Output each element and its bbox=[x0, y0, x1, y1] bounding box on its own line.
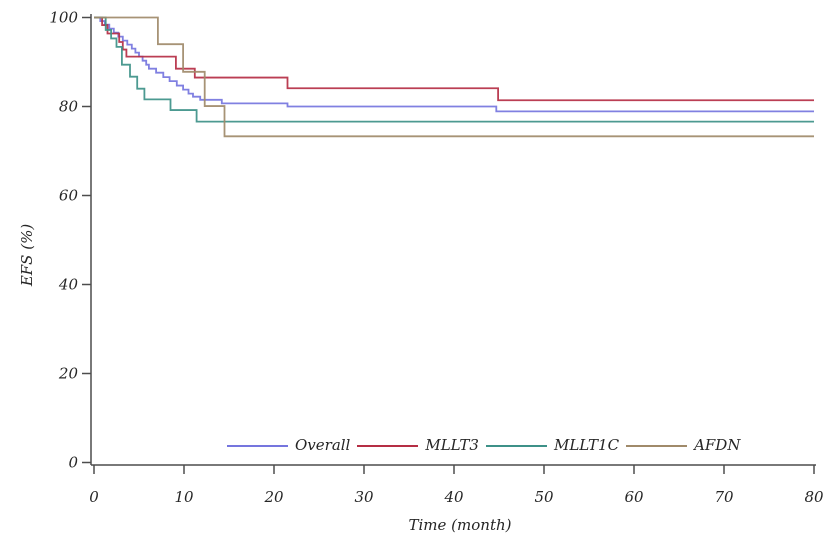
x-tick-label: 80 bbox=[804, 488, 824, 506]
legend-label: MLLT1C bbox=[553, 436, 620, 454]
curve-mllt1c bbox=[94, 16, 814, 123]
legend-label: MLLT3 bbox=[425, 436, 479, 454]
legend: Overall MLLT3 MLLT1C AFDN bbox=[227, 438, 740, 453]
y-tick-label: 60 bbox=[59, 187, 79, 205]
axes: 0 20 40 60 80 100 0 10 20 30 40 50 60 70 80 bbox=[49, 9, 824, 507]
curve-afdn bbox=[94, 16, 814, 138]
curve-mllt3 bbox=[94, 16, 814, 102]
x-tick-label: 70 bbox=[714, 488, 734, 506]
x-tick-label: 0 bbox=[89, 488, 99, 506]
x-tick-label: 10 bbox=[174, 488, 194, 506]
curve-overall bbox=[94, 16, 814, 113]
y-tick-label: 20 bbox=[58, 365, 79, 383]
legend-swatch-overall-line bbox=[227, 444, 288, 447]
y-tick-label: 80 bbox=[59, 98, 79, 116]
y-axis-title: EFS (%) bbox=[18, 224, 36, 288]
legend-item-overall: Overall bbox=[227, 438, 350, 453]
y-tick-label: 40 bbox=[58, 276, 79, 294]
y-tick-label: 100 bbox=[49, 9, 78, 27]
x-tick-label: 60 bbox=[624, 488, 644, 506]
legend-item-mllt3: MLLT3 bbox=[357, 438, 479, 453]
legend-label: Overall bbox=[295, 436, 351, 454]
y-tick-label: 0 bbox=[68, 454, 78, 472]
x-axis-title: Time (month) bbox=[409, 516, 512, 534]
x-tick-label: 40 bbox=[443, 488, 464, 506]
legend-item-afdn: AFDN bbox=[626, 438, 740, 453]
legend-swatch-mllt1c-line bbox=[485, 444, 547, 447]
x-tick-label: 30 bbox=[354, 488, 374, 506]
legend-swatch-afdn-line bbox=[626, 444, 688, 447]
survival-curves bbox=[94, 16, 814, 138]
x-tick-label: 20 bbox=[263, 488, 284, 506]
legend-item-mllt1c: MLLT1C bbox=[485, 436, 620, 454]
x-tick-label: 50 bbox=[534, 488, 554, 506]
legend-swatch-mllt3-line bbox=[357, 444, 419, 447]
legend-label: AFDN bbox=[694, 436, 741, 454]
